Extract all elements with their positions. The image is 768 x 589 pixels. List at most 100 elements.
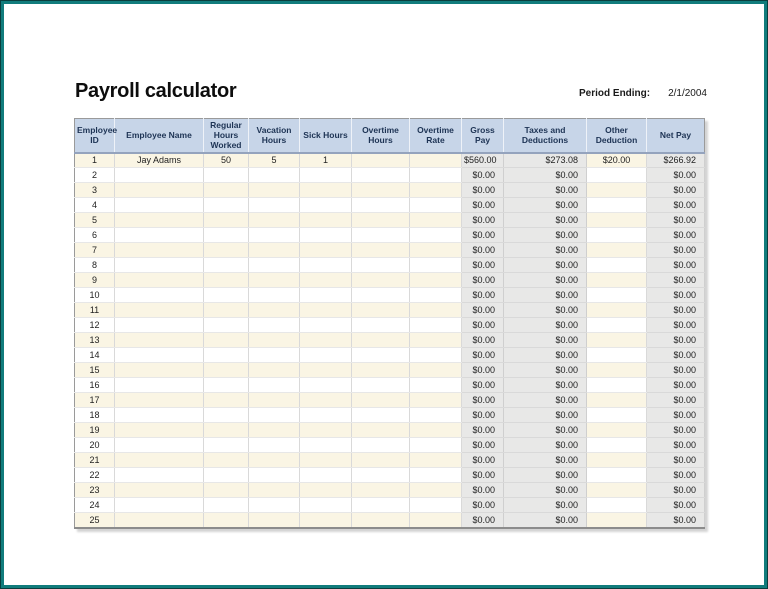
cell-r4-c10[interactable] <box>586 197 647 214</box>
cell-r7-c3[interactable] <box>203 242 249 259</box>
cell-r3-c2[interactable] <box>114 182 204 199</box>
cell-r6-c1[interactable]: 6 <box>74 227 115 244</box>
cell-r2-c9[interactable]: $0.00 <box>503 167 587 184</box>
cell-r14-c4[interactable] <box>248 347 300 364</box>
cell-r7-c7[interactable] <box>409 242 462 259</box>
cell-r8-c1[interactable]: 8 <box>74 257 115 274</box>
cell-r5-c6[interactable] <box>351 212 410 229</box>
cell-r6-c9[interactable]: $0.00 <box>503 227 587 244</box>
cell-r20-c10[interactable] <box>586 437 647 454</box>
cell-r24-c4[interactable] <box>248 497 300 514</box>
cell-r21-c9[interactable]: $0.00 <box>503 452 587 469</box>
cell-r5-c1[interactable]: 5 <box>74 212 115 229</box>
cell-r3-c8[interactable]: $0.00 <box>461 182 504 199</box>
cell-r11-c5[interactable] <box>299 302 352 319</box>
cell-r7-c4[interactable] <box>248 242 300 259</box>
cell-r14-c1[interactable]: 14 <box>74 347 115 364</box>
cell-r10-c10[interactable] <box>586 287 647 304</box>
cell-r6-c11[interactable]: $0.00 <box>646 227 705 244</box>
cell-r15-c5[interactable] <box>299 362 352 379</box>
cell-r17-c1[interactable]: 17 <box>74 392 115 409</box>
cell-r23-c7[interactable] <box>409 482 462 499</box>
cell-r5-c8[interactable]: $0.00 <box>461 212 504 229</box>
cell-r1-c8[interactable]: $560.00 <box>461 152 504 169</box>
cell-r16-c7[interactable] <box>409 377 462 394</box>
cell-r9-c9[interactable]: $0.00 <box>503 272 587 289</box>
cell-r25-c5[interactable] <box>299 512 352 528</box>
cell-r23-c1[interactable]: 23 <box>74 482 115 499</box>
cell-r23-c6[interactable] <box>351 482 410 499</box>
cell-r25-c11[interactable]: $0.00 <box>646 512 705 528</box>
cell-r4-c9[interactable]: $0.00 <box>503 197 587 214</box>
cell-r13-c7[interactable] <box>409 332 462 349</box>
cell-r24-c1[interactable]: 24 <box>74 497 115 514</box>
cell-r13-c1[interactable]: 13 <box>74 332 115 349</box>
cell-r24-c7[interactable] <box>409 497 462 514</box>
cell-r9-c10[interactable] <box>586 272 647 289</box>
cell-r22-c3[interactable] <box>203 467 249 484</box>
cell-r18-c6[interactable] <box>351 407 410 424</box>
cell-r17-c3[interactable] <box>203 392 249 409</box>
cell-r8-c8[interactable]: $0.00 <box>461 257 504 274</box>
cell-r8-c6[interactable] <box>351 257 410 274</box>
cell-r12-c2[interactable] <box>114 317 204 334</box>
cell-r13-c2[interactable] <box>114 332 204 349</box>
cell-r18-c7[interactable] <box>409 407 462 424</box>
cell-r25-c8[interactable]: $0.00 <box>461 512 504 528</box>
cell-r5-c4[interactable] <box>248 212 300 229</box>
cell-r14-c9[interactable]: $0.00 <box>503 347 587 364</box>
cell-r20-c6[interactable] <box>351 437 410 454</box>
cell-r16-c6[interactable] <box>351 377 410 394</box>
cell-r5-c10[interactable] <box>586 212 647 229</box>
cell-r13-c4[interactable] <box>248 332 300 349</box>
cell-r23-c3[interactable] <box>203 482 249 499</box>
cell-r15-c7[interactable] <box>409 362 462 379</box>
cell-r7-c11[interactable]: $0.00 <box>646 242 705 259</box>
cell-r19-c10[interactable] <box>586 422 647 439</box>
cell-r9-c2[interactable] <box>114 272 204 289</box>
cell-r10-c9[interactable]: $0.00 <box>503 287 587 304</box>
cell-r9-c4[interactable] <box>248 272 300 289</box>
cell-r16-c11[interactable]: $0.00 <box>646 377 705 394</box>
cell-r17-c4[interactable] <box>248 392 300 409</box>
cell-r3-c1[interactable]: 3 <box>74 182 115 199</box>
cell-r4-c4[interactable] <box>248 197 300 214</box>
cell-r15-c8[interactable]: $0.00 <box>461 362 504 379</box>
cell-r18-c10[interactable] <box>586 407 647 424</box>
cell-r24-c8[interactable]: $0.00 <box>461 497 504 514</box>
cell-r9-c1[interactable]: 9 <box>74 272 115 289</box>
cell-r19-c11[interactable]: $0.00 <box>646 422 705 439</box>
cell-r13-c5[interactable] <box>299 332 352 349</box>
cell-r14-c11[interactable]: $0.00 <box>646 347 705 364</box>
cell-r4-c5[interactable] <box>299 197 352 214</box>
cell-r2-c8[interactable]: $0.00 <box>461 167 504 184</box>
cell-r10-c3[interactable] <box>203 287 249 304</box>
cell-r25-c1[interactable]: 25 <box>74 512 115 528</box>
cell-r10-c2[interactable] <box>114 287 204 304</box>
cell-r21-c8[interactable]: $0.00 <box>461 452 504 469</box>
cell-r23-c10[interactable] <box>586 482 647 499</box>
cell-r21-c4[interactable] <box>248 452 300 469</box>
cell-r9-c7[interactable] <box>409 272 462 289</box>
cell-r15-c9[interactable]: $0.00 <box>503 362 587 379</box>
cell-r16-c10[interactable] <box>586 377 647 394</box>
cell-r9-c5[interactable] <box>299 272 352 289</box>
cell-r2-c3[interactable] <box>203 167 249 184</box>
cell-r14-c7[interactable] <box>409 347 462 364</box>
cell-r3-c10[interactable] <box>586 182 647 199</box>
cell-r5-c11[interactable]: $0.00 <box>646 212 705 229</box>
cell-r12-c1[interactable]: 12 <box>74 317 115 334</box>
cell-r4-c7[interactable] <box>409 197 462 214</box>
cell-r11-c3[interactable] <box>203 302 249 319</box>
cell-r23-c2[interactable] <box>114 482 204 499</box>
cell-r1-c2[interactable]: Jay Adams <box>114 152 204 169</box>
cell-r20-c9[interactable]: $0.00 <box>503 437 587 454</box>
cell-r17-c8[interactable]: $0.00 <box>461 392 504 409</box>
cell-r8-c4[interactable] <box>248 257 300 274</box>
cell-r16-c4[interactable] <box>248 377 300 394</box>
cell-r4-c3[interactable] <box>203 197 249 214</box>
cell-r17-c5[interactable] <box>299 392 352 409</box>
cell-r9-c8[interactable]: $0.00 <box>461 272 504 289</box>
cell-r17-c6[interactable] <box>351 392 410 409</box>
cell-r8-c10[interactable] <box>586 257 647 274</box>
